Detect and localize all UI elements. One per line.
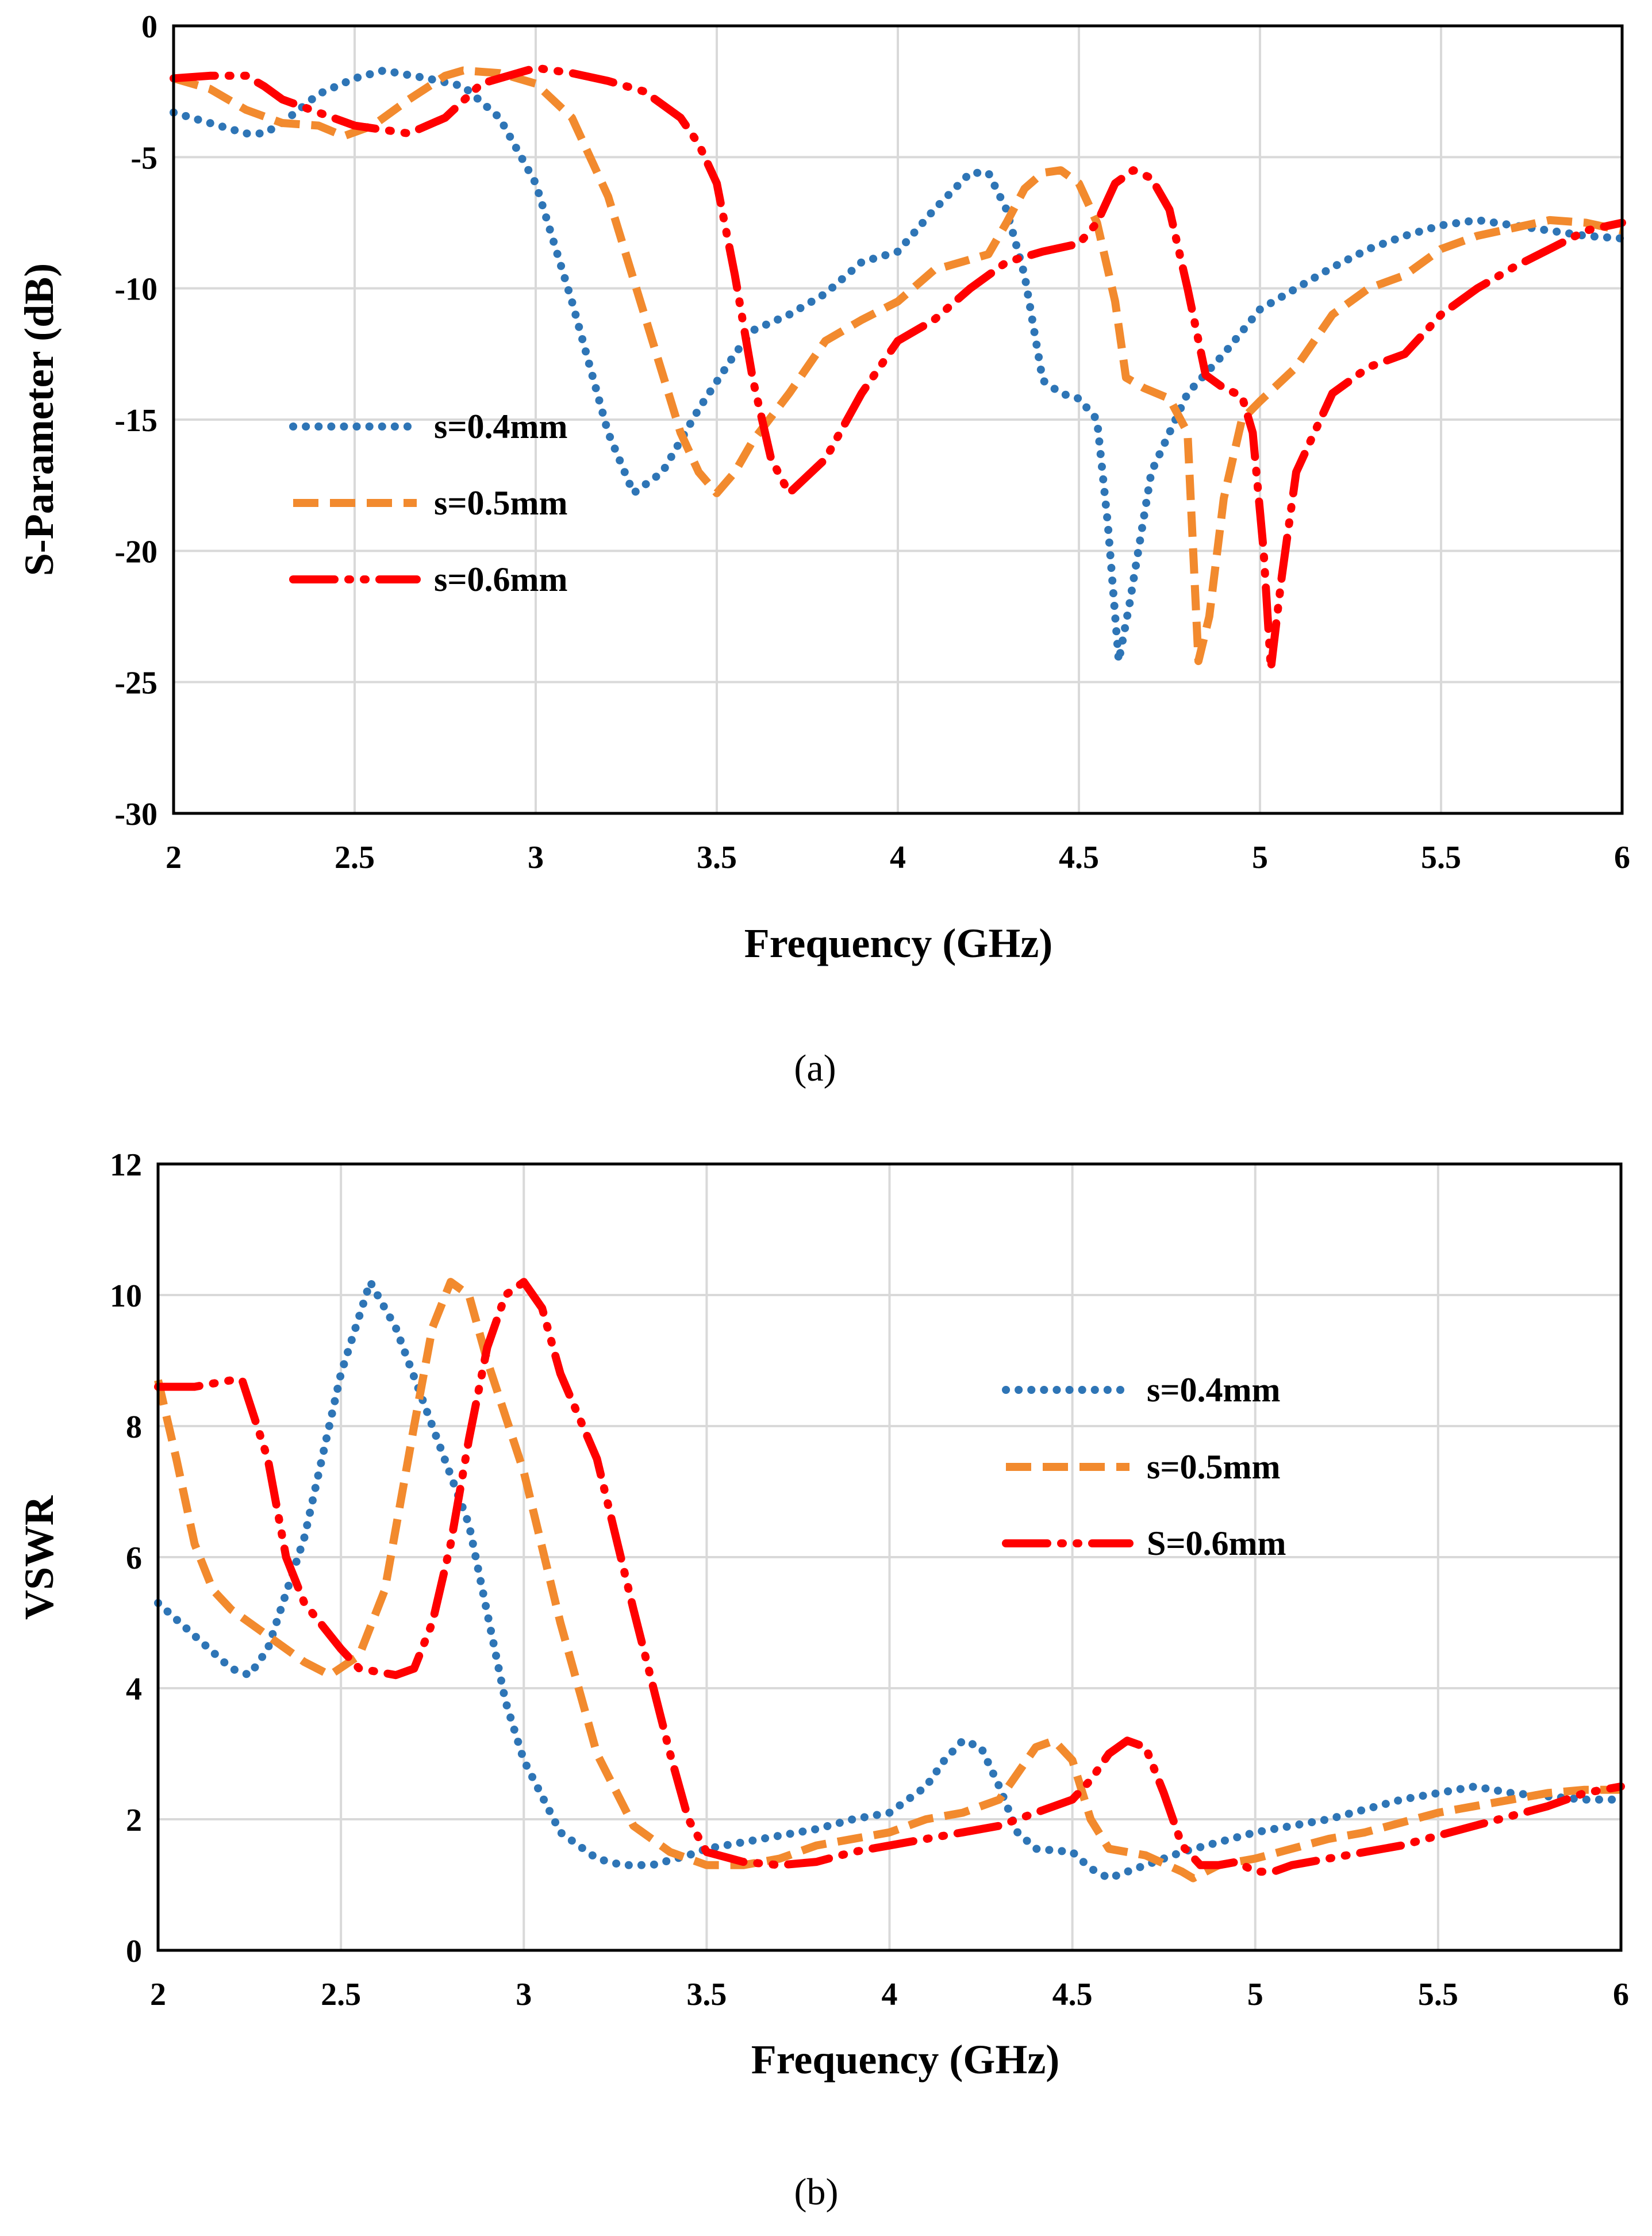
chart-a: 2 2.5 3 3.5 4 4.5 5 5.5 6 0 -5 -10 -15 -20 -25 -30 Freq… — [16, 9, 1630, 1089]
chart-a-y-axis-label: S-Parameter (dB) — [16, 263, 62, 577]
chart-b-y-tick-label: 2 — [126, 1803, 142, 1838]
chart-a-y-tick-label: -15 — [114, 403, 157, 439]
chart-b-series-3-line — [154, 1278, 1625, 1876]
chart-a-x-tick-label: 5.5 — [1421, 840, 1461, 875]
chart-a-x-tick-label: 5 — [1252, 840, 1268, 875]
chart-b-legend: s=0.4mm s=0.5mm S=0.6mm — [1002, 1371, 1286, 1562]
chart-a-y-tick-label: 0 — [141, 9, 157, 45]
chart-a-legend: s=0.4mm s=0.5mm s=0.6mm — [289, 408, 568, 598]
chart-b-series-2-line — [154, 1278, 1621, 1882]
chart-a-series-3-line — [170, 64, 1626, 673]
chart-a-x-tick-label: 4.5 — [1059, 840, 1099, 875]
chart-b-series-1-line — [154, 1278, 1625, 1882]
chart-b-legend-label-1: s=0.4mm — [1147, 1371, 1281, 1409]
chart-a-x-tick-label: 3 — [528, 840, 544, 875]
chart-b-x-tick-label: 2 — [150, 1977, 166, 2012]
chart-a-legend-label-1: s=0.4mm — [434, 408, 568, 445]
chart-b-x-tick-label: 5 — [1247, 1977, 1263, 2012]
chart-b-x-tick-label: 2.5 — [321, 1977, 361, 2012]
chart-a-y-tick-label: -5 — [130, 140, 157, 176]
chart-a-y-tick-label: -20 — [114, 534, 157, 570]
chart-a-x-axis-label: Frequency (GHz) — [744, 920, 1053, 966]
chart-b-x-tick-label: 3.5 — [686, 1977, 727, 2012]
chart-b-series — [154, 1278, 1625, 1882]
chart-b-y-axis-label: VSWR — [16, 1495, 62, 1620]
chart-a-x-tick-label: 6 — [1614, 840, 1630, 875]
chart-a-x-tick-label: 2.5 — [335, 840, 375, 875]
chart-a-y-tick-label: -10 — [114, 272, 157, 308]
chart-b-x-tick-label: 4.5 — [1052, 1977, 1093, 2012]
chart-a-x-tick-label: 4 — [890, 840, 906, 875]
chart-b-y-tick-label: 10 — [110, 1278, 142, 1314]
chart-b-x-tick-label: 3 — [516, 1977, 532, 2012]
chart-b-y-tick-label: 0 — [126, 1934, 142, 1969]
chart-b-plot-frame — [156, 1162, 1623, 1952]
chart-b-y-tick-label: 6 — [126, 1540, 142, 1576]
chart-b-y-tick-label: 12 — [110, 1147, 142, 1183]
chart-a-y-tick-label: -30 — [114, 797, 157, 832]
chart-b-caption: (b) — [794, 2171, 839, 2213]
chart-b-legend-label-2: s=0.5mm — [1147, 1448, 1281, 1486]
chart-b-x-tick-label: 6 — [1613, 1977, 1629, 2012]
chart-b-legend-label-3: S=0.6mm — [1147, 1524, 1286, 1562]
chart-b-x-tick-label: 5.5 — [1418, 1977, 1458, 2012]
chart-a-plot-frame — [172, 24, 1624, 815]
chart-b-x-axis-label: Frequency (GHz) — [751, 2037, 1060, 2083]
chart-a-caption: (a) — [794, 1047, 836, 1089]
chart-a-tick-labels: 2 2.5 3 3.5 4 4.5 5 5.5 6 0 -5 -10 -15 -20 -25 -30 — [114, 9, 1630, 875]
chart-b-y-tick-label: 4 — [126, 1672, 142, 1707]
chart-a-x-tick-label: 3.5 — [697, 840, 737, 875]
chart-a-y-tick-label: -25 — [114, 666, 157, 701]
chart-b-y-tick-label: 8 — [126, 1409, 142, 1445]
chart-b-x-tick-label: 4 — [882, 1977, 898, 2012]
chart-a-x-tick-label: 2 — [166, 840, 182, 875]
chart-a-legend-label-2: s=0.5mm — [434, 484, 568, 522]
chart-a-series-2-line — [172, 66, 1623, 666]
chart-a-series — [170, 64, 1626, 673]
chart-a-grid — [172, 25, 1623, 815]
chart-a-legend-label-3: s=0.6mm — [434, 560, 568, 598]
